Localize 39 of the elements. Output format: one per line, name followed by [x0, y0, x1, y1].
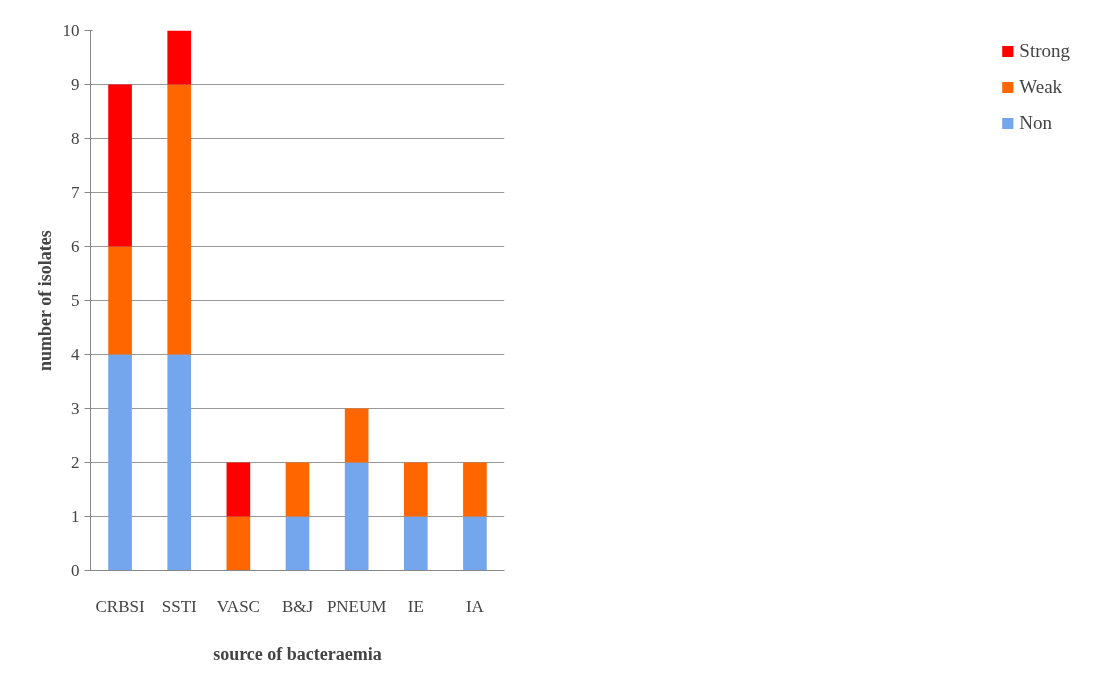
bar: [108, 84, 132, 247]
y-tick-label: 2: [71, 453, 80, 472]
bar: [167, 354, 192, 571]
x-tick-label: CRBSI: [95, 596, 145, 616]
x-tick-label: IE: [407, 596, 424, 616]
bar: [344, 408, 369, 463]
y-tick-label: 6: [71, 237, 80, 256]
legend-label: Weak: [1019, 76, 1063, 98]
bar: [108, 354, 132, 571]
x-tick-label: VASC: [216, 596, 260, 616]
bar: [167, 84, 192, 355]
y-tick-label: 4: [71, 345, 80, 364]
bar: [403, 462, 428, 517]
bar: [167, 30, 192, 85]
bar: [226, 462, 251, 517]
x-tick-label: SSTI: [161, 596, 198, 616]
legend-label: Strong: [1019, 40, 1070, 62]
bar: [463, 462, 487, 517]
bar: [285, 516, 310, 571]
y-tick-label: 9: [71, 75, 80, 94]
bar: [344, 462, 369, 571]
x-tick-label: IA: [465, 596, 485, 616]
y-tick-label: 10: [62, 21, 80, 40]
bar: [463, 516, 487, 571]
y-tick-label: 1: [71, 507, 80, 526]
y-tick-label: 7: [71, 183, 80, 202]
y-axis-title: number of isolates: [34, 230, 55, 371]
x-axis-title: source of bacteraemia: [213, 643, 382, 664]
y-tick-label: 8: [71, 129, 80, 148]
x-tick-label: B&J: [281, 596, 314, 616]
bar: [226, 516, 251, 571]
y-tick-label: 5: [71, 291, 80, 310]
x-tick-label: PNEUM: [326, 596, 387, 616]
bar: [285, 462, 310, 517]
legend-label: Non: [1019, 112, 1053, 134]
y-tick-label: 0: [71, 561, 80, 580]
bar: [108, 246, 132, 355]
bar: [403, 516, 428, 571]
y-tick-label: 3: [71, 399, 80, 418]
